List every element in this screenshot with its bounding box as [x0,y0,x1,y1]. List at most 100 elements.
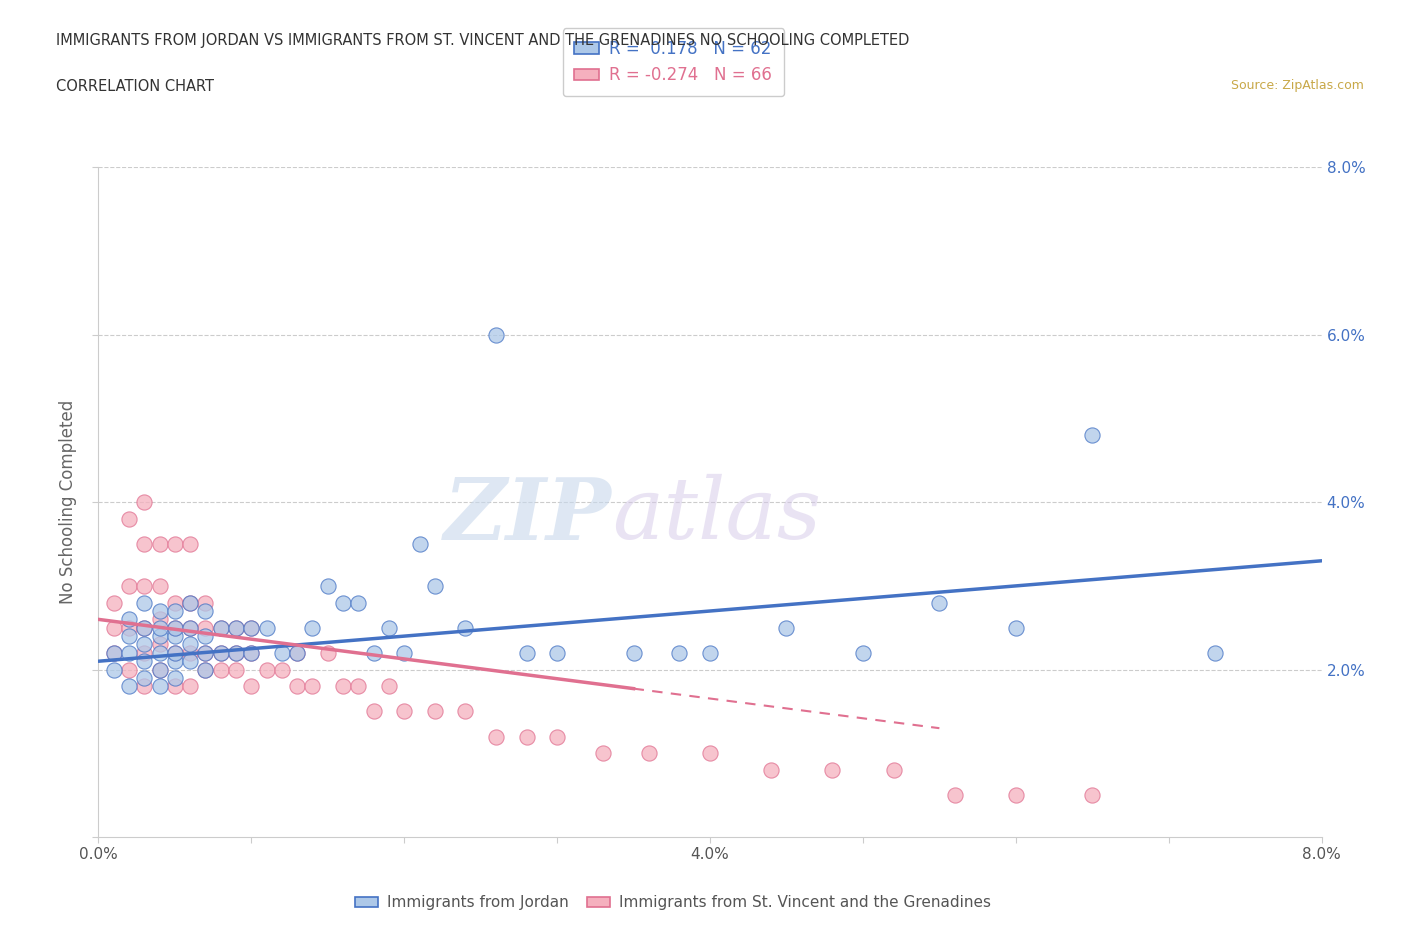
Point [149,662,172,677]
Point [103,662,125,677]
Point [149,537,172,551]
Point [134,620,156,635]
Point [256,620,278,635]
Point [363,645,385,660]
Point [943,788,966,803]
Point [209,645,232,660]
Point [623,645,645,660]
Point [775,620,797,635]
Text: ZIP: ZIP [444,474,612,557]
Point [454,620,477,635]
Point [103,645,125,660]
Point [285,645,308,660]
Point [423,704,446,719]
Point [149,629,172,644]
Point [240,645,263,660]
Point [301,679,323,694]
Point [883,763,905,777]
Point [163,595,186,610]
Point [209,620,232,635]
Point [225,662,247,677]
Text: CORRELATION CHART: CORRELATION CHART [56,79,214,94]
Point [179,637,201,652]
Point [852,645,875,660]
Point [103,645,125,660]
Point [454,704,477,719]
Point [301,620,323,635]
Point [194,645,217,660]
Y-axis label: No Schooling Completed: No Schooling Completed [59,400,77,604]
Point [1004,788,1026,803]
Point [332,679,354,694]
Point [592,746,614,761]
Point [118,578,141,593]
Point [285,679,308,694]
Text: Source: ZipAtlas.com: Source: ZipAtlas.com [1230,79,1364,92]
Point [240,679,263,694]
Point [1004,620,1026,635]
Point [194,595,217,610]
Point [163,645,186,660]
Point [149,620,172,635]
Point [256,662,278,677]
Point [134,645,156,660]
Legend: Immigrants from Jordan, Immigrants from St. Vincent and the Grenadines: Immigrants from Jordan, Immigrants from … [349,889,998,916]
Point [209,645,232,660]
Point [163,629,186,644]
Point [347,679,370,694]
Point [225,620,247,635]
Point [179,654,201,669]
Point [163,671,186,685]
Point [225,620,247,635]
Point [408,537,430,551]
Point [134,654,156,669]
Point [118,662,141,677]
Point [118,679,141,694]
Point [240,620,263,635]
Point [699,746,721,761]
Point [516,729,538,744]
Point [759,763,782,777]
Point [225,645,247,660]
Point [118,645,141,660]
Point [134,578,156,593]
Point [392,645,416,660]
Point [378,679,401,694]
Point [103,595,125,610]
Point [179,537,201,551]
Point [546,645,568,660]
Point [163,679,186,694]
Point [363,704,385,719]
Point [134,595,156,610]
Point [485,729,508,744]
Point [316,645,339,660]
Point [118,620,141,635]
Point [1204,645,1226,660]
Point [118,612,141,627]
Point [179,620,201,635]
Point [179,595,201,610]
Point [163,604,186,618]
Point [194,604,217,618]
Point [149,662,172,677]
Point [194,662,217,677]
Point [179,645,201,660]
Point [134,679,156,694]
Point [270,662,294,677]
Point [347,595,370,610]
Point [423,578,446,593]
Point [316,578,339,593]
Point [285,645,308,660]
Point [163,654,186,669]
Point [392,704,416,719]
Point [240,620,263,635]
Point [821,763,844,777]
Point [225,645,247,660]
Point [149,637,172,652]
Point [134,620,156,635]
Point [163,537,186,551]
Point [194,620,217,635]
Point [194,645,217,660]
Point [163,645,186,660]
Point [485,327,508,342]
